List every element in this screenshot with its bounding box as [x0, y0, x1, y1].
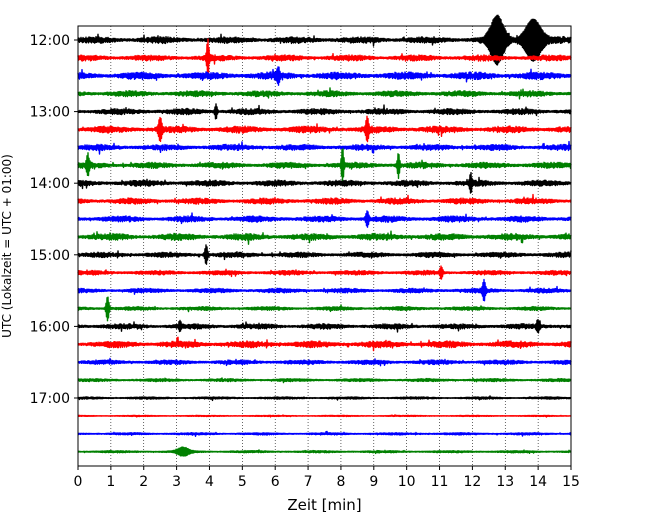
x-tick-label: 4: [205, 474, 214, 490]
trace-line: [77, 430, 572, 437]
trace-line: [77, 38, 572, 77]
x-tick-label: 11: [431, 474, 449, 490]
trace-line: [77, 395, 572, 402]
trace-line: [77, 446, 572, 457]
y-tick-label: 17:00: [30, 391, 70, 407]
trace-line: [77, 87, 572, 100]
x-tick-label: 5: [238, 474, 247, 490]
x-axis-ticks: 0 1 2 3 4 5 6 7 8 9 10 11 12 13 14 15: [74, 466, 580, 490]
y-tick-label: 13:00: [30, 105, 70, 121]
trace-line: [77, 414, 572, 418]
x-axis-label: Zeit [min]: [287, 496, 361, 514]
trace-line: [77, 278, 572, 302]
trace-line: [77, 336, 572, 352]
x-tick-label: 7: [304, 474, 313, 490]
x-tick-label: 15: [562, 474, 580, 490]
y-tick-label: 12:00: [30, 33, 70, 49]
x-tick-label: 0: [74, 474, 83, 490]
x-tick-label: 14: [529, 474, 547, 490]
trace-line: [77, 357, 572, 367]
trace-line: [77, 230, 572, 245]
x-tick-label: 3: [172, 474, 181, 490]
plot-frame: [77, 25, 572, 467]
y-tick-label: 16:00: [30, 319, 70, 335]
y-axis-label: UTC (Lokalzeit = UTC + 01:00): [0, 154, 14, 338]
trace-line: [77, 14, 572, 66]
x-tick-label: 9: [369, 474, 378, 490]
trace-line: [77, 148, 572, 184]
trace-line: [77, 296, 572, 322]
trace-line: [77, 210, 572, 228]
trace-group: [77, 14, 572, 457]
trace-line: [77, 193, 572, 205]
trace-line: [77, 140, 572, 155]
y-tick-label: 14:00: [30, 176, 70, 192]
x-tick-label: 1: [106, 474, 115, 490]
trace-line: [77, 172, 572, 194]
x-tick-label: 12: [463, 474, 481, 490]
x-tick-label: 6: [271, 474, 280, 490]
x-tick-label: 10: [398, 474, 416, 490]
trace-line: [77, 103, 572, 120]
x-tick-label: 2: [139, 474, 148, 490]
y-axis-ticks: 12:00 13:00 14:00 15:00 16:00 17:00: [30, 33, 78, 407]
trace-line: [77, 377, 572, 384]
trace-line: [77, 66, 572, 86]
x-tick-label: 8: [336, 474, 345, 490]
trace-line: [77, 244, 572, 265]
trace-line: [77, 265, 572, 280]
y-tick-label: 15:00: [30, 248, 70, 264]
trace-line: [77, 319, 572, 334]
vertical-grid: [110, 26, 539, 466]
x-tick-label: 13: [496, 474, 514, 490]
trace-line: [77, 115, 572, 143]
